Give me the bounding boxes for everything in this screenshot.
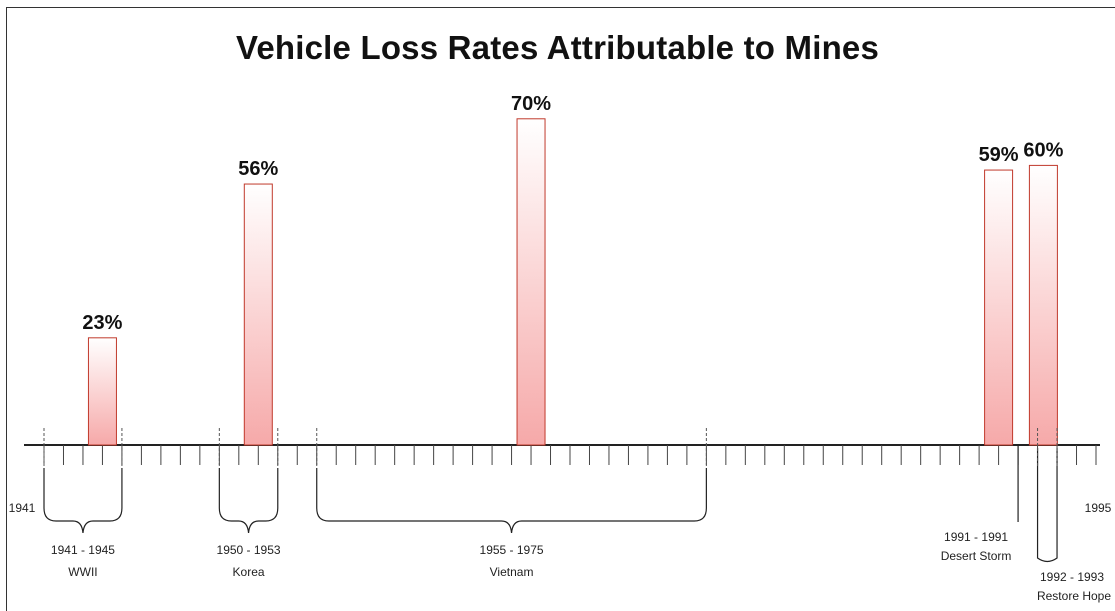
bar-4 (1028, 164, 1058, 446)
period-name-label: WWII (68, 565, 97, 579)
axis-end-label: 1995 (1085, 501, 1112, 515)
bar-0 (87, 337, 117, 446)
bar-value-label: 56% (238, 158, 278, 180)
period-range-label: 1992 - 1993 (1040, 570, 1104, 584)
chart-title: Vehicle Loss Rates Attributable to Mines (235, 29, 880, 66)
period-brace-0 (43, 468, 123, 534)
axis-start-label: 1941 (9, 501, 36, 515)
period-name-label: Restore Hope (1037, 589, 1111, 603)
period-name-label: Korea (233, 565, 265, 579)
bar-1 (243, 183, 273, 446)
period-range-label: 1955 - 1975 (480, 543, 544, 557)
period-name-label: Vietnam (490, 565, 534, 579)
bar-value-label: 23% (82, 312, 122, 334)
period-range-label: 1991 - 1991 (944, 530, 1008, 544)
bar-3 (984, 169, 1014, 446)
chart-frame (6, 7, 1115, 611)
bar-value-label: 60% (1023, 139, 1063, 161)
bar-2 (516, 118, 546, 446)
period-range-label: 1950 - 1953 (217, 543, 281, 557)
bar-value-label: 70% (511, 93, 551, 115)
period-brace-2 (316, 468, 707, 534)
period-name-label: Desert Storm (941, 549, 1012, 563)
period-range-label: 1941 - 1945 (51, 543, 115, 557)
period-brace-1 (218, 468, 279, 534)
bar-value-label: 59% (979, 144, 1019, 166)
period-marker-4 (1036, 448, 1058, 563)
